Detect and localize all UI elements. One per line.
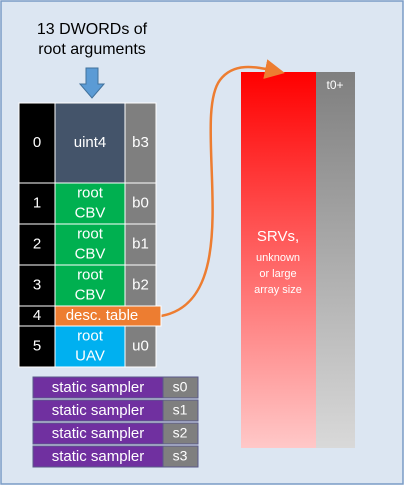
row-index: 1	[33, 194, 41, 211]
register-cell	[124, 264, 157, 307]
sampler-register-cell	[162, 445, 199, 468]
row-label: desc. table	[66, 307, 139, 324]
row-register: b3	[132, 134, 149, 151]
srv-box	[241, 72, 316, 448]
register-cell	[124, 325, 157, 368]
down-arrow	[78, 67, 106, 99]
content-cell	[54, 102, 126, 184]
row-label: UAV	[75, 347, 105, 364]
row-register: b0	[132, 194, 149, 211]
row-label: CBV	[75, 204, 106, 221]
sampler-label: static sampler	[52, 402, 145, 419]
title-line: root arguments	[38, 41, 146, 58]
row-label: root	[77, 225, 104, 242]
row-label: CBV	[75, 245, 106, 262]
srv-register-box	[316, 72, 355, 448]
srv-label: or large	[259, 268, 296, 280]
sampler-register: s0	[173, 379, 188, 395]
row-index: 3	[33, 276, 41, 293]
row-index: 5	[33, 337, 41, 354]
title-line: 13 DWORDs of	[37, 21, 148, 38]
sampler-label: static sampler	[52, 448, 145, 465]
srv-register: t0+	[326, 78, 343, 92]
sampler-label: static sampler	[52, 425, 145, 442]
row-register: b2	[132, 276, 149, 293]
register-cell	[124, 182, 157, 225]
row-label: uint4	[74, 134, 107, 151]
sampler-register-cell	[162, 422, 199, 445]
sampler-register: s3	[173, 448, 188, 464]
pointer-arrow	[160, 59, 285, 318]
sampler-register: s2	[173, 425, 188, 441]
row-index: 2	[33, 235, 41, 252]
content-cell	[54, 264, 126, 307]
content-cell	[54, 182, 126, 225]
srv-label: SRVs,	[257, 228, 299, 245]
sampler-register-cell	[162, 376, 199, 399]
row-index: 0	[33, 134, 41, 151]
row-index: 4	[33, 307, 41, 324]
sampler-register-cell	[162, 399, 199, 422]
sampler-register: s1	[173, 402, 188, 418]
row-label: root	[77, 327, 104, 344]
index-cell	[18, 182, 56, 225]
sampler-label: static sampler	[52, 379, 145, 396]
row-register: u0	[132, 337, 149, 354]
row-register: b1	[132, 235, 149, 252]
index-cell	[18, 223, 56, 266]
srv-label: array size	[254, 284, 302, 296]
row-label: CBV	[75, 286, 106, 303]
register-cell	[124, 223, 157, 266]
register-cell	[124, 102, 157, 184]
row-label: root	[77, 184, 104, 201]
index-cell	[18, 102, 56, 184]
row-label: root	[77, 266, 104, 283]
srv-label: unknown	[256, 252, 300, 264]
